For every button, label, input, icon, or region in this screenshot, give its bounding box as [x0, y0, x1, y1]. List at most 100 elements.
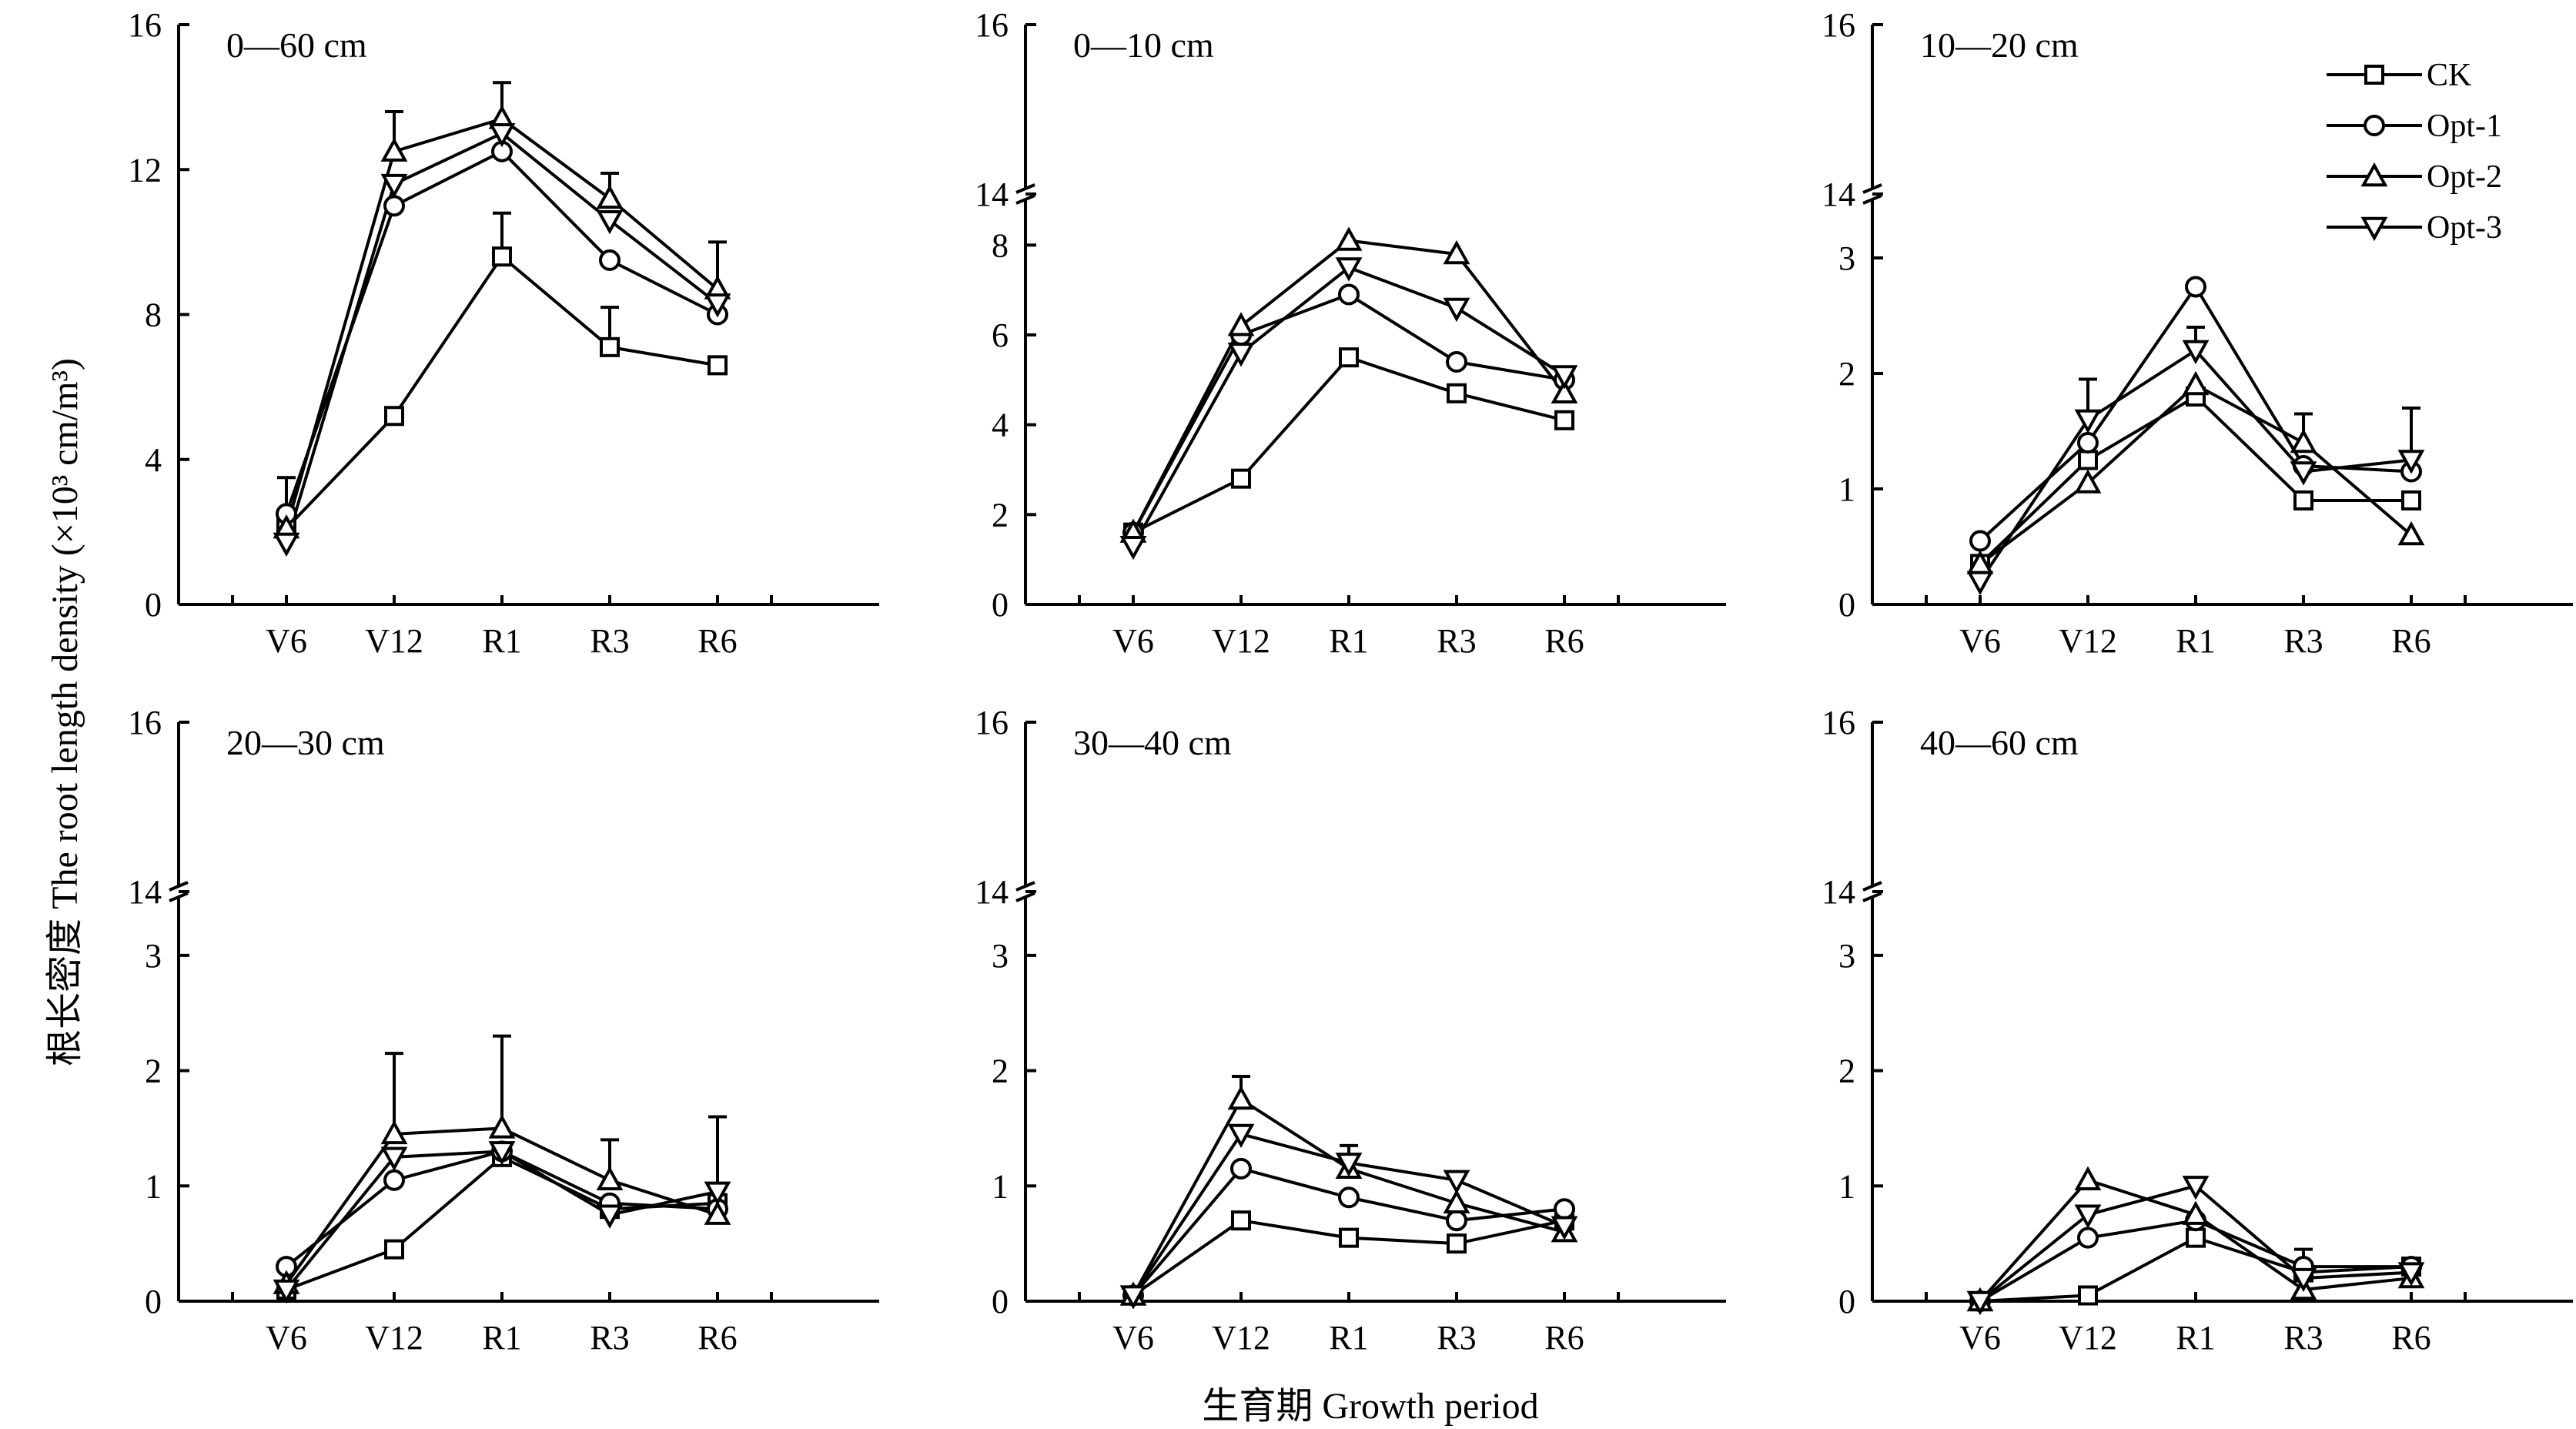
data-point-opt-2 — [1443, 1189, 1470, 1213]
axis-break-mark — [169, 892, 189, 902]
data-point-opt-2 — [2290, 428, 2317, 453]
y-tick-label: 14 — [128, 873, 162, 911]
x-tick-label: V6 — [1112, 622, 1154, 660]
data-point-opt-1 — [1230, 1157, 1252, 1180]
data-point-opt-3 — [2182, 340, 2210, 365]
data-point-opt-2 — [380, 137, 408, 162]
legend-label: Opt-3 — [2427, 210, 2502, 246]
x-tick-label: R6 — [698, 1319, 737, 1357]
data-point-opt-3 — [1119, 1285, 1147, 1310]
data-point-ck — [600, 336, 620, 357]
data-point-opt-3 — [1119, 535, 1147, 561]
x-tick-label: V12 — [365, 1319, 423, 1357]
data-point-ck — [384, 1239, 404, 1260]
axis-break-mark — [1862, 892, 1882, 902]
x-tick-label: R3 — [590, 1319, 629, 1357]
panel-title: 0—10 cm — [1073, 25, 1214, 65]
y-tick-label: 1 — [1838, 470, 1855, 508]
panel-3: 0 1 2 3 14 16 V6 V12 R1 R3 R6 10—20 cm — [1822, 6, 2573, 660]
series-line-opt-1 — [1132, 293, 1565, 534]
data-point-ck — [1554, 410, 1574, 430]
x-tick-label: R1 — [1329, 622, 1368, 660]
x-tick-label: V6 — [266, 1319, 307, 1357]
x-tick-label: R1 — [2176, 1319, 2215, 1357]
axis-break-mark — [169, 881, 189, 892]
data-point-opt-2 — [2182, 370, 2210, 396]
y-tick-label: 3 — [1838, 239, 1855, 277]
legend: CK Opt-1 Opt-2 Opt-3 — [2327, 58, 2502, 246]
y-tick-label: 1 — [1838, 1167, 1855, 1205]
axis-break-mark — [1862, 881, 1882, 892]
data-point-opt-3 — [1227, 343, 1255, 367]
y-tick-label: 14 — [1822, 176, 1855, 213]
panel-2: 0 2 4 6 8 14 16 V6 V12 R1 R3 R6 0—10 cm — [975, 6, 1726, 660]
data-point-opt-3 — [704, 1181, 731, 1206]
data-point-ck — [1339, 1227, 1359, 1248]
data-point-opt-3 — [704, 293, 731, 318]
data-point-opt-3 — [2397, 1262, 2425, 1287]
data-point-opt-2 — [488, 1114, 516, 1139]
y-tick-label: 6 — [992, 316, 1009, 354]
data-point-opt-1 — [1338, 1186, 1360, 1209]
data-point-opt-1 — [599, 249, 621, 271]
data-point-opt-3 — [2290, 1267, 2317, 1293]
data-point-opt-2 — [1551, 379, 1578, 404]
legend-marker — [2360, 162, 2388, 187]
x-axis-label: 生育期 Growth period — [1202, 1386, 1538, 1427]
x-tick-label: V12 — [1212, 1319, 1270, 1357]
x-tick-label: R3 — [2283, 622, 2323, 660]
x-tick-label: V6 — [1112, 1319, 1154, 1357]
x-tick-label: R6 — [1544, 1319, 1584, 1357]
data-point-opt-1 — [1969, 530, 1991, 552]
data-point-opt-3 — [380, 1146, 408, 1171]
data-point-opt-3 — [273, 1279, 300, 1304]
data-point-opt-1 — [2077, 432, 2099, 453]
x-tick-label: R3 — [2283, 1319, 2323, 1357]
x-tick-label: R1 — [482, 1319, 521, 1357]
axis-break-mark — [1015, 892, 1035, 902]
data-point-opt-1 — [1338, 283, 1360, 306]
x-tick-label: V6 — [1959, 1319, 2001, 1357]
axis-break-mark — [1015, 183, 1035, 194]
data-point-opt-2 — [704, 1200, 731, 1225]
y-tick-label: 16 — [128, 704, 162, 741]
data-point-opt-2 — [596, 184, 624, 209]
data-point-opt-2 — [1227, 1085, 1255, 1110]
y-tick-label: 2 — [992, 496, 1009, 534]
y-tick-label: 0 — [145, 1283, 162, 1320]
data-point-ck — [1447, 1233, 1467, 1254]
panel-5: 0 1 2 3 14 16 V6 V12 R1 R3 R6 30—40 cm — [975, 704, 1726, 1357]
data-point-opt-1 — [2185, 276, 2206, 298]
y-tick-label: 8 — [145, 296, 162, 334]
data-point-opt-3 — [273, 532, 300, 557]
data-point-ck — [492, 246, 512, 267]
data-point-opt-2 — [2074, 1166, 2102, 1190]
y-tick-label: 3 — [1838, 937, 1855, 975]
data-point-opt-3 — [1551, 1216, 1578, 1240]
panel-title: 0—60 cm — [226, 25, 367, 65]
data-point-opt-2 — [1227, 312, 1255, 336]
panel-title: 10—20 cm — [1920, 25, 2079, 65]
panel-6: 0 1 2 3 14 16 V6 V12 R1 R3 R6 40—60 cm — [1822, 704, 2573, 1357]
x-tick-label: V12 — [2059, 1319, 2117, 1357]
data-point-opt-3 — [488, 1141, 516, 1166]
x-tick-label: V12 — [1212, 622, 1270, 660]
x-tick-label: R3 — [1437, 622, 1476, 660]
y-tick-label: 1 — [145, 1167, 162, 1205]
data-point-opt-1 — [1554, 1198, 1575, 1220]
legend-marker — [2360, 216, 2388, 242]
y-tick-label: 0 — [145, 586, 162, 624]
data-point-opt-2 — [2397, 520, 2425, 546]
y-tick-label: 3 — [145, 937, 162, 975]
x-tick-label: R1 — [482, 622, 521, 660]
axis-break-mark — [1015, 881, 1035, 892]
data-point-opt-2 — [380, 1119, 408, 1145]
data-point-opt-3 — [1335, 257, 1363, 282]
data-point-opt-1 — [2077, 1227, 2099, 1249]
data-point-opt-2 — [2074, 469, 2102, 494]
y-axis-label: 根长密度 The root length density (×10³ cm/m³… — [45, 358, 85, 1066]
data-point-opt-3 — [1966, 571, 1994, 596]
data-point-opt-3 — [596, 1204, 624, 1229]
